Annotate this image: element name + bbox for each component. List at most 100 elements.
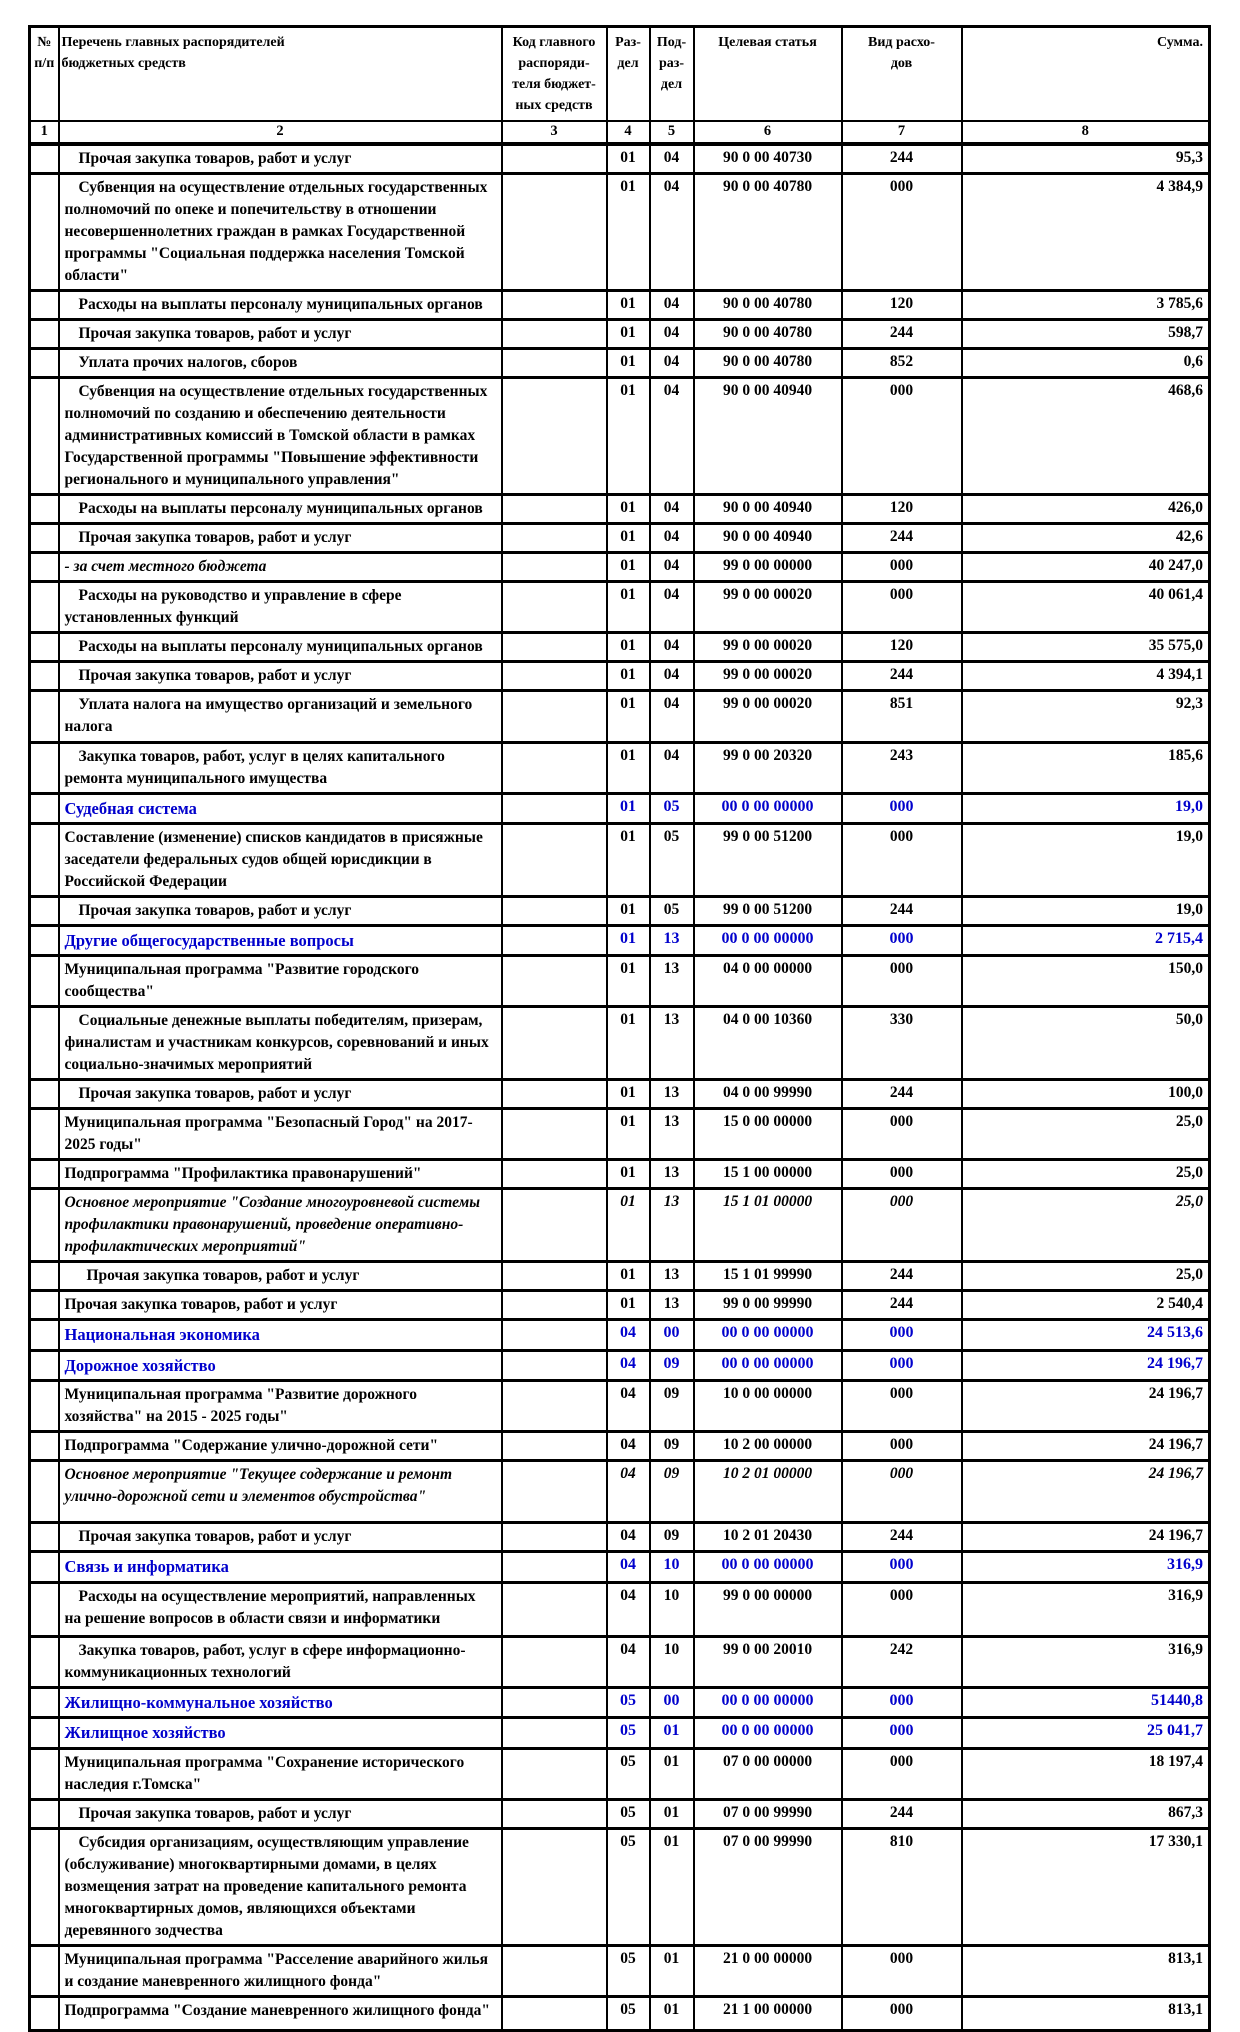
cell-podrazdel: 04 [648, 689, 695, 744]
cell-expense-type: 000 [840, 1747, 963, 1801]
cell-grbs-code [500, 1260, 608, 1293]
cell-target-article: 99 0 00 00020 [692, 660, 843, 692]
cell-target-article: 90 0 00 40780 [692, 318, 843, 350]
cell-grbs-code [500, 1078, 608, 1111]
cell-grbs-code [500, 1716, 608, 1750]
cell-target-article: 99 0 00 00000 [692, 551, 843, 583]
cell-target-article: 07 0 00 99990 [692, 1798, 843, 1830]
cell-row-number [28, 1187, 60, 1264]
cell-target-article: 07 0 00 00000 [692, 1747, 843, 1801]
cell-expense-label: Прочая закупка товаров, работ и услуг [57, 1798, 503, 1830]
cell-expense-label: Расходы на выплаты персоналу муниципальн… [57, 289, 503, 321]
cell-sum: 2 715,4 [960, 924, 1211, 958]
cell-grbs-code [500, 924, 608, 958]
cell-target-article: 10 2 01 00000 [692, 1459, 843, 1525]
table-row: Прочая закупка товаров, работ и услуг 05… [28, 1798, 1211, 1830]
cell-razdel: 04 [605, 1521, 651, 1554]
cell-razdel: 01 [605, 895, 651, 927]
cell-row-number [28, 1827, 60, 1947]
cell-expense-label: Муниципальная программа "Сохранение исто… [57, 1747, 503, 1801]
cell-podrazdel: 04 [648, 631, 695, 663]
header-grbs-code: Код главного распоряди- теля бюджет- ных… [500, 25, 608, 122]
cell-target-article: 04 0 00 00000 [692, 954, 843, 1009]
cell-row-number [28, 1318, 60, 1352]
col-number-4: 4 [605, 120, 651, 146]
cell-expense-label: Муниципальная программа "Расселение авар… [57, 1944, 503, 1998]
cell-razdel: 01 [605, 142, 651, 175]
cell-row-number [28, 1635, 60, 1689]
cell-grbs-code [500, 1686, 608, 1720]
cell-expense-label: Расходы на осуществление мероприятий, на… [57, 1581, 503, 1638]
cell-sum: 19,0 [960, 895, 1211, 927]
cell-expense-label: Субвенция на осуществление отдельных гос… [57, 376, 503, 496]
table-row: Субсидия организациям, осуществляющим уп… [28, 1827, 1211, 1947]
cell-grbs-code [500, 1995, 608, 2032]
cell-expense-type: 244 [840, 318, 963, 350]
table-row: Субвенция на осуществление отдельных гос… [28, 376, 1211, 496]
table-row: Подпрограмма "Профилактика правонарушени… [28, 1158, 1211, 1191]
cell-row-number [28, 1379, 60, 1434]
cell-podrazdel: 01 [648, 1716, 695, 1750]
cell-expense-label: Прочая закупка товаров, работ и услуг [57, 1260, 503, 1293]
cell-podrazdel: 04 [648, 522, 695, 554]
cell-grbs-code [500, 376, 608, 496]
cell-grbs-code [500, 954, 608, 1009]
cell-grbs-code [500, 1379, 608, 1434]
cell-sum: 24 196,7 [960, 1521, 1211, 1554]
column-number-row: 1 2 3 4 5 6 7 8 [28, 120, 1211, 146]
table-row: Составление (изменение) списков кандидат… [28, 822, 1211, 898]
cell-razdel: 01 [605, 660, 651, 692]
cell-expense-type: 851 [840, 689, 963, 744]
cell-expense-type: 810 [840, 1827, 963, 1947]
cell-podrazdel: 10 [648, 1581, 695, 1638]
table-row: Уплата прочих налогов, сборов 01 04 90 0… [28, 347, 1211, 379]
cell-sum: 42,6 [960, 522, 1211, 554]
cell-sum: 19,0 [960, 822, 1211, 898]
cell-sum: 100,0 [960, 1078, 1211, 1111]
table-row: Подпрограмма "Создание маневренного жили… [28, 1995, 1211, 2032]
cell-sum: 3 785,6 [960, 289, 1211, 321]
cell-expense-label: Дорожное хозяйство [57, 1349, 503, 1383]
cell-sum: 24 196,7 [960, 1349, 1211, 1383]
cell-sum: 598,7 [960, 318, 1211, 350]
col-number-8: 8 [960, 120, 1211, 146]
cell-sum: 316,9 [960, 1550, 1211, 1584]
cell-podrazdel: 09 [648, 1379, 695, 1434]
table-row: Расходы на руководство и управление в сф… [28, 580, 1211, 634]
cell-podrazdel: 13 [648, 1005, 695, 1082]
cell-grbs-code [500, 689, 608, 744]
cell-target-article: 99 0 00 51200 [692, 822, 843, 898]
cell-expense-type: 000 [840, 1318, 963, 1352]
cell-row-number [28, 318, 60, 350]
cell-podrazdel: 01 [648, 1827, 695, 1947]
col-number-7: 7 [840, 120, 963, 146]
cell-razdel: 01 [605, 792, 651, 826]
header-razdel: Раз- дел [605, 25, 651, 122]
cell-grbs-code [500, 580, 608, 634]
cell-podrazdel: 01 [648, 1995, 695, 2032]
cell-target-article: 99 0 00 00020 [692, 689, 843, 744]
cell-grbs-code [500, 1187, 608, 1264]
cell-target-article: 90 0 00 40940 [692, 522, 843, 554]
cell-razdel: 01 [605, 954, 651, 1009]
table-row: Прочая закупка товаров, работ и услуг 01… [28, 1289, 1211, 1322]
cell-grbs-code [500, 1459, 608, 1525]
table-row: Прочая закупка товаров, работ и услуг 01… [28, 1260, 1211, 1293]
cell-sum: 25,0 [960, 1107, 1211, 1162]
cell-target-article: 00 0 00 00000 [692, 1318, 843, 1352]
cell-expense-type: 000 [840, 954, 963, 1009]
cell-expense-label: Прочая закупка товаров, работ и услуг [57, 318, 503, 350]
cell-podrazdel: 05 [648, 792, 695, 826]
cell-expense-label: - за счет местного бюджета [57, 551, 503, 583]
cell-grbs-code [500, 347, 608, 379]
header-sum: Сумма. [960, 25, 1211, 122]
cell-expense-label: Жилищное хозяйство [57, 1716, 503, 1750]
cell-target-article: 00 0 00 00000 [692, 1716, 843, 1750]
cell-grbs-code [500, 1747, 608, 1801]
cell-row-number [28, 741, 60, 795]
cell-row-number [28, 1747, 60, 1801]
cell-podrazdel: 13 [648, 1158, 695, 1191]
table-row: Муниципальная программа "Сохранение исто… [28, 1747, 1211, 1801]
cell-sum: 40 061,4 [960, 580, 1211, 634]
cell-expense-type: 000 [840, 792, 963, 826]
